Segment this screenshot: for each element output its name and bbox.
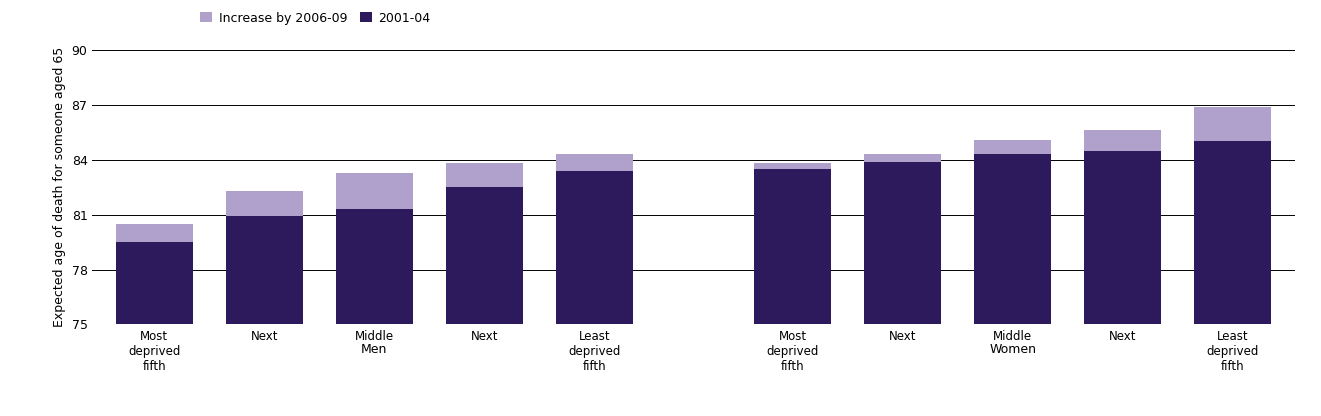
Y-axis label: Expected age of death for someone aged 65: Expected age of death for someone aged 6… (53, 47, 66, 327)
Bar (556, 171, 633, 324)
Bar (974, 154, 1052, 324)
Bar (754, 169, 831, 324)
Bar (116, 242, 193, 324)
Text: Women: Women (989, 343, 1036, 356)
Legend: Increase by 2006-09, 2001-04: Increase by 2006-09, 2001-04 (196, 7, 436, 30)
Bar (445, 163, 523, 187)
Bar (445, 187, 523, 324)
Bar (1085, 131, 1161, 151)
Bar (754, 163, 831, 169)
Bar (864, 154, 941, 161)
Bar (1194, 141, 1271, 324)
Bar (226, 191, 303, 216)
Bar (336, 173, 412, 209)
Bar (1085, 151, 1161, 324)
Bar (556, 154, 633, 171)
Bar (974, 140, 1052, 154)
Bar (116, 224, 193, 242)
Bar (864, 161, 941, 324)
Bar (1194, 106, 1271, 141)
Bar (336, 209, 412, 324)
Bar (226, 216, 303, 324)
Text: Men: Men (361, 343, 387, 356)
